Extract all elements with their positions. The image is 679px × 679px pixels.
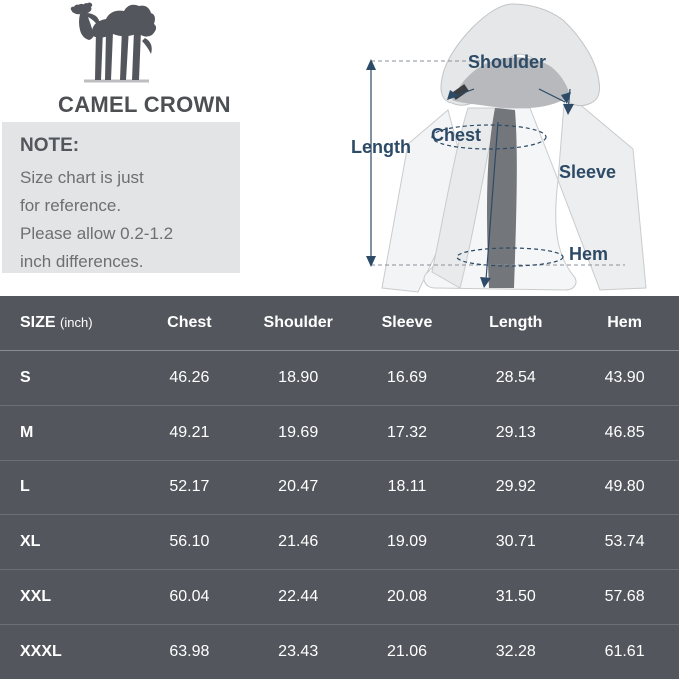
svg-text:Hem: Hem (569, 244, 608, 264)
svg-text:Length: Length (351, 137, 411, 157)
svg-text:Sleeve: Sleeve (559, 162, 616, 182)
svg-text:Chest: Chest (431, 125, 481, 145)
svg-text:Shoulder: Shoulder (468, 52, 546, 72)
